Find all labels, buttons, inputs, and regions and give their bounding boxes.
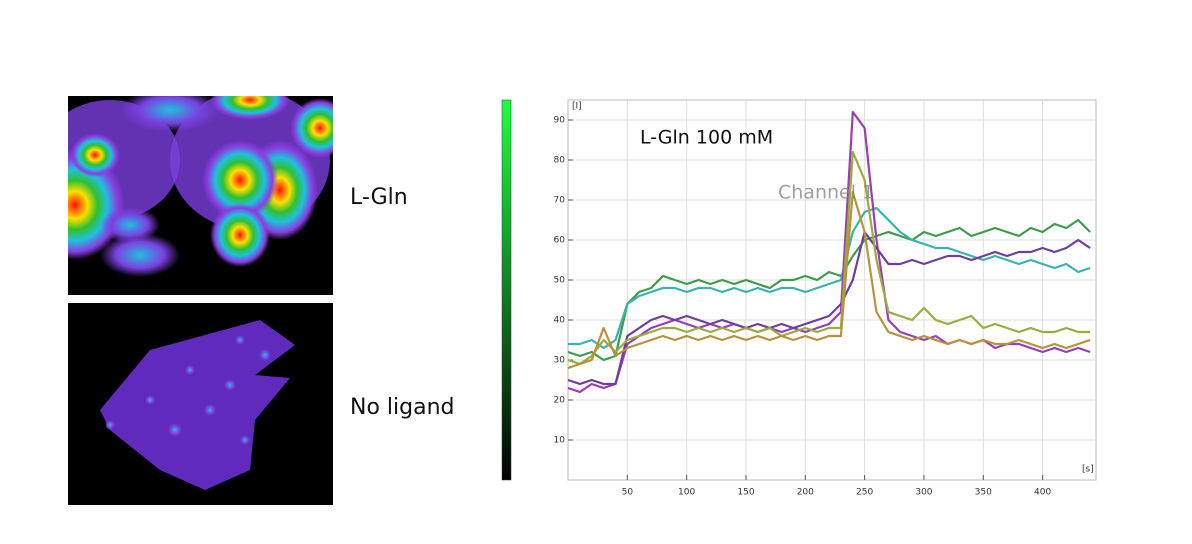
series-line — [567, 190, 1091, 370]
colorbar — [501, 99, 512, 481]
y-axis-label: [I] — [572, 102, 582, 112]
x-tick-label: 200 — [797, 488, 814, 498]
x-tick-label: 250 — [856, 488, 873, 498]
x-axis-label: [s] — [1082, 465, 1094, 475]
y-tick-label: 20 — [554, 396, 566, 406]
x-tick-label: 150 — [737, 488, 754, 498]
series-line — [568, 206, 1091, 350]
series-line — [567, 218, 1091, 362]
y-tick-label: 50 — [554, 276, 566, 286]
image-lgln — [68, 96, 333, 295]
series-line — [567, 230, 1091, 386]
y-tick-label: 90 — [554, 116, 566, 126]
x-tick-label: 350 — [975, 488, 992, 498]
annotation: Channel 1 — [778, 182, 874, 204]
image-label: L-Gln — [350, 185, 408, 210]
x-tick-label: 300 — [915, 488, 932, 498]
x-tick-label: 50 — [622, 488, 634, 498]
y-tick-label: 60 — [554, 236, 566, 246]
x-tick-label: 100 — [678, 488, 695, 498]
y-tick-label: 70 — [554, 196, 566, 206]
image-no-ligand — [68, 303, 333, 505]
chart-title: L-Gln 100 mM — [640, 127, 773, 149]
series-line — [567, 150, 1091, 366]
y-tick-label: 10 — [554, 436, 566, 446]
plot: 10 20 30 40 50 60 70 80 90 50 100 150 200 250 300 350 40… — [554, 100, 1096, 498]
x-tick-label: 400 — [1034, 488, 1051, 498]
y-tick-label: 80 — [554, 156, 566, 166]
y-tick-label: 40 — [554, 316, 566, 326]
y-tick-label: 30 — [554, 356, 566, 366]
image-label: No ligand — [350, 395, 455, 420]
series-line — [567, 110, 1091, 394]
